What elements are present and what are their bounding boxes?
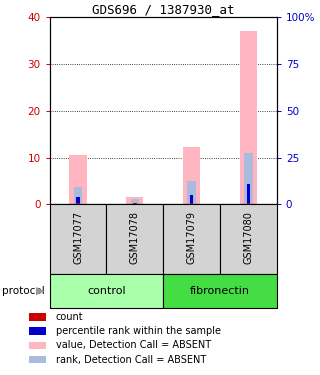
Text: GSM17078: GSM17078 — [130, 211, 140, 264]
Bar — [183, 147, 200, 204]
Bar — [163, 274, 277, 308]
Text: GSM17077: GSM17077 — [73, 211, 83, 264]
Bar — [131, 199, 139, 204]
Text: control: control — [87, 286, 126, 296]
Bar — [187, 181, 196, 204]
Bar — [106, 204, 163, 274]
Bar — [76, 197, 80, 204]
Bar — [247, 184, 250, 204]
Text: protocol: protocol — [2, 286, 44, 296]
Bar — [220, 204, 277, 274]
Text: GSM17079: GSM17079 — [187, 211, 196, 264]
Text: fibronectin: fibronectin — [190, 286, 250, 296]
Bar — [240, 31, 257, 204]
Bar — [126, 197, 143, 204]
Bar — [76, 203, 80, 204]
Bar — [74, 187, 82, 204]
Bar — [133, 203, 137, 204]
Bar — [190, 203, 193, 204]
Bar — [133, 203, 137, 204]
Text: ▶: ▶ — [36, 286, 44, 296]
Text: percentile rank within the sample: percentile rank within the sample — [56, 326, 221, 336]
Bar — [69, 155, 86, 204]
Bar — [50, 274, 163, 308]
Text: rank, Detection Call = ABSENT: rank, Detection Call = ABSENT — [56, 355, 206, 364]
Bar — [163, 204, 220, 274]
Bar — [190, 195, 193, 204]
Bar — [247, 203, 250, 204]
Bar — [244, 153, 253, 204]
Title: GDS696 / 1387930_at: GDS696 / 1387930_at — [92, 3, 235, 16]
Text: GSM17080: GSM17080 — [244, 211, 253, 264]
Text: value, Detection Call = ABSENT: value, Detection Call = ABSENT — [56, 340, 211, 350]
Bar — [50, 204, 106, 274]
Text: count: count — [56, 312, 84, 322]
